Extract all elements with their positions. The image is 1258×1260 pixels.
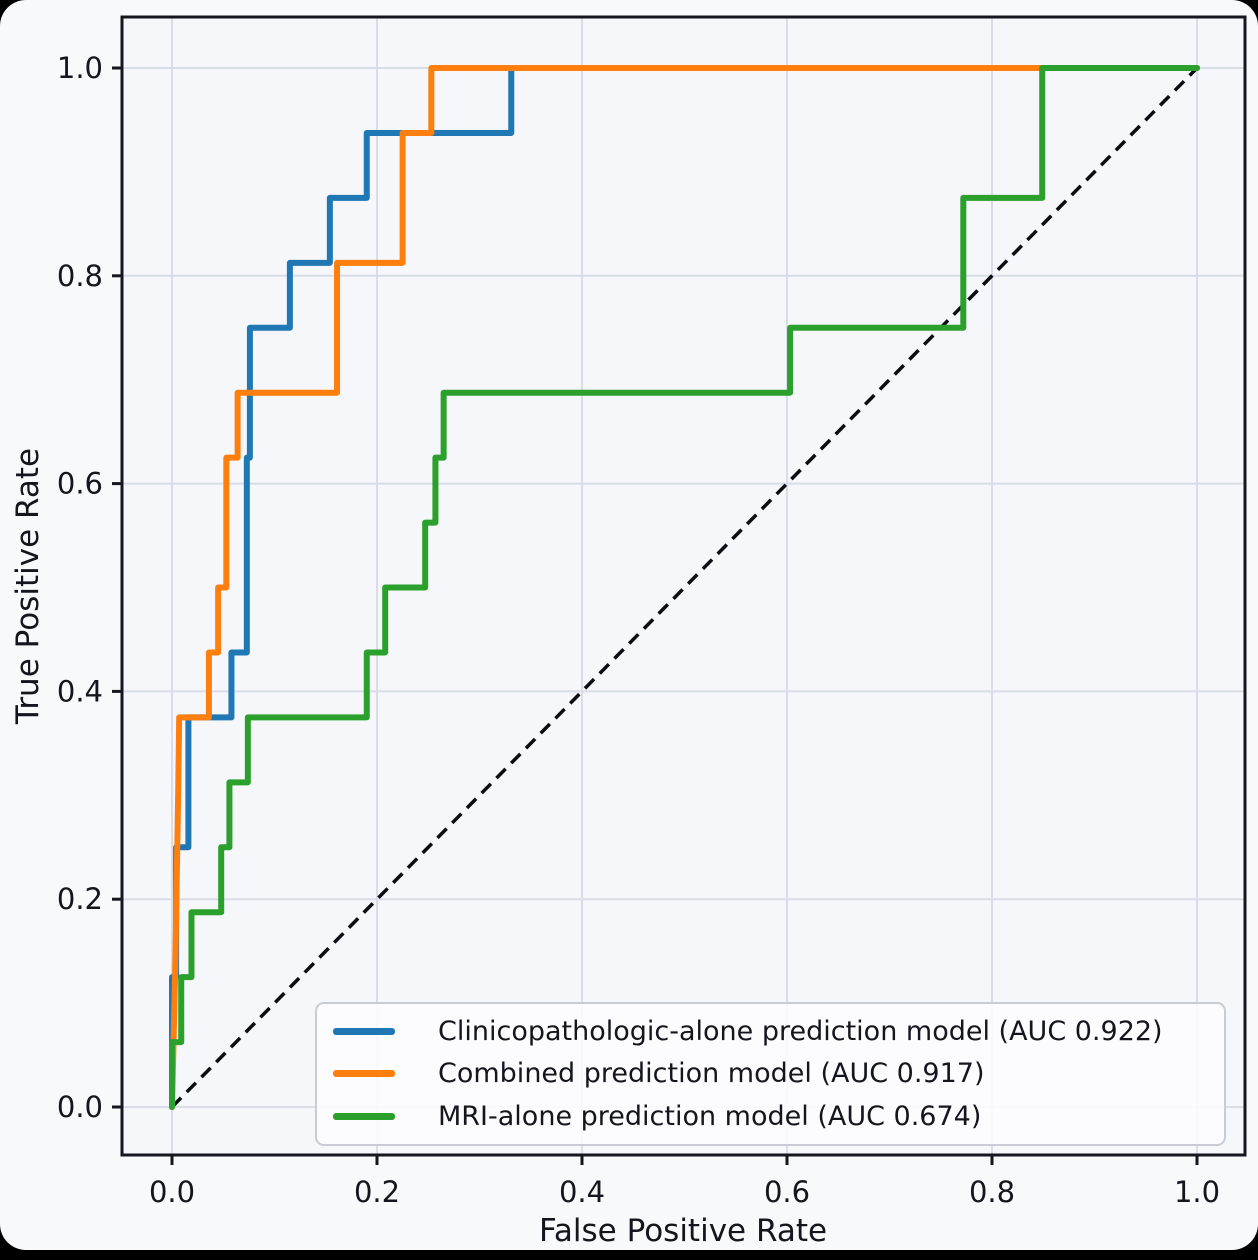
legend-swatch-combined	[333, 1070, 395, 1078]
y-tick-label: 1.0	[57, 51, 103, 85]
y-tick-label: 0.8	[57, 259, 103, 293]
legend-item-clinicopathologic: Clinicopathologic-alone prediction model…	[331, 1010, 1210, 1052]
legend-label-combined: Combined prediction model (AUC 0.917)	[438, 1058, 985, 1090]
axis-ticks: 0.0 0.2 0.4 0.6 0.8 1.0 0.0 0.2 0.4 0.6 0.8 1.0	[57, 51, 1220, 1209]
x-tick-label: 0.2	[354, 1175, 400, 1209]
x-axis-label: False Positive Rate	[539, 1213, 827, 1249]
y-tick-label: 0.6	[57, 467, 103, 501]
legend-label-mri: MRI-alone prediction model (AUC 0.674)	[438, 1101, 982, 1133]
roc-curves	[169, 65, 1200, 1110]
legend-label-clinicopathologic: Clinicopathologic-alone prediction model…	[438, 1015, 1163, 1047]
x-tick-label: 1.0	[1174, 1175, 1220, 1209]
x-tick-label: 0.0	[149, 1175, 195, 1209]
roc-curve-mri	[169, 65, 1200, 1110]
y-tick-label: 0.0	[57, 1090, 103, 1124]
legend: Clinicopathologic-alone prediction model…	[315, 1002, 1226, 1146]
chance-diagonal-line	[170, 66, 1199, 1109]
legend-swatch-mri	[333, 1113, 395, 1121]
x-tick-label: 0.6	[764, 1175, 810, 1209]
x-tick-label: 0.8	[969, 1175, 1015, 1209]
legend-swatch-clinicopathologic	[333, 1027, 395, 1035]
y-axis-label: True Positive Rate	[10, 448, 46, 725]
legend-item-mri: MRI-alone prediction model (AUC 0.674)	[331, 1096, 1210, 1138]
legend-item-combined: Combined prediction model (AUC 0.917)	[331, 1053, 1210, 1095]
y-tick-label: 0.4	[57, 674, 103, 708]
roc-curve-combined	[169, 65, 1200, 1110]
axes-spines	[120, 15, 1247, 1157]
y-tick-label: 0.2	[57, 882, 103, 916]
gridlines	[122, 17, 1245, 1155]
x-tick-label: 0.4	[559, 1175, 605, 1209]
